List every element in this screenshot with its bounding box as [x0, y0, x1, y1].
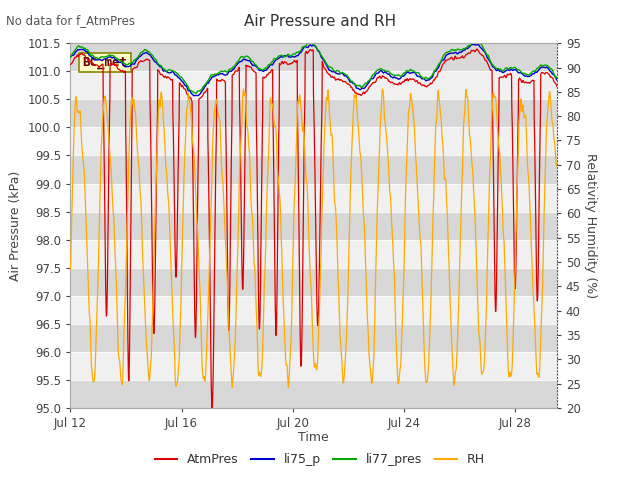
Bar — [70, 43, 557, 71]
Legend: AtmPres, li75_p, li77_pres, RH: AtmPres, li75_p, li77_pres, RH — [150, 448, 490, 471]
Bar — [70, 324, 557, 352]
Bar — [70, 268, 557, 296]
Text: Air Pressure and RH: Air Pressure and RH — [244, 14, 396, 29]
Bar — [70, 380, 557, 408]
Bar — [70, 352, 557, 380]
Bar — [70, 240, 557, 268]
Y-axis label: Relativity Humidity (%): Relativity Humidity (%) — [584, 153, 597, 298]
Y-axis label: Air Pressure (kPa): Air Pressure (kPa) — [10, 170, 22, 281]
Bar — [70, 71, 557, 99]
Text: No data for f_AtmPres: No data for f_AtmPres — [6, 14, 136, 27]
X-axis label: Time: Time — [298, 432, 329, 444]
Bar — [70, 127, 557, 156]
Text: BC_met: BC_met — [83, 56, 127, 69]
Bar — [70, 296, 557, 324]
Bar — [70, 99, 557, 127]
Bar — [70, 212, 557, 240]
Bar — [70, 183, 557, 212]
Bar — [70, 156, 557, 183]
